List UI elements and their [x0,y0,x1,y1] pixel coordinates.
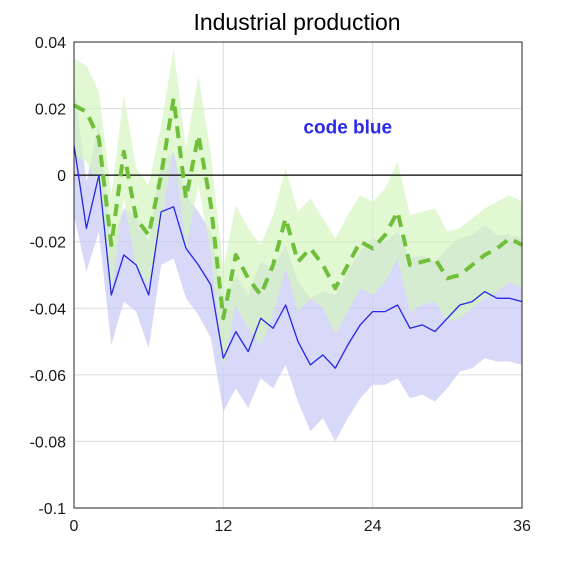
y-tick-label: 0 [57,168,66,185]
chart-title: Industrial production [193,9,400,35]
x-tick-label: 12 [214,518,232,535]
y-tick-label: 0.02 [35,102,66,119]
tick-labels: 0 12 24 36 0.04 0.02 0 -0.02 -0.04 -0.06 -0.08 -0.1 [30,35,531,535]
x-tick-label: 36 [513,518,531,535]
series-lines [73,96,523,369]
confidence-band-1 [74,81,522,442]
y-tick-label: -0.02 [30,235,67,252]
axes-box [73,41,523,509]
y-tick-label: -0.08 [30,434,67,451]
confidence-band-2 [74,48,522,369]
series-line-2 [73,96,523,321]
x-tick-label: 24 [364,518,382,535]
annotation-label: code blue [303,118,392,139]
x-tick-label: 0 [70,518,79,535]
series-line-1 [73,145,523,369]
confidence-bands [74,48,522,442]
y-tick-label: -0.06 [30,368,67,385]
y-tick-label: 0.04 [35,35,66,52]
y-tick-label: -0.04 [30,301,67,318]
y-tick-label: -0.1 [38,501,66,518]
